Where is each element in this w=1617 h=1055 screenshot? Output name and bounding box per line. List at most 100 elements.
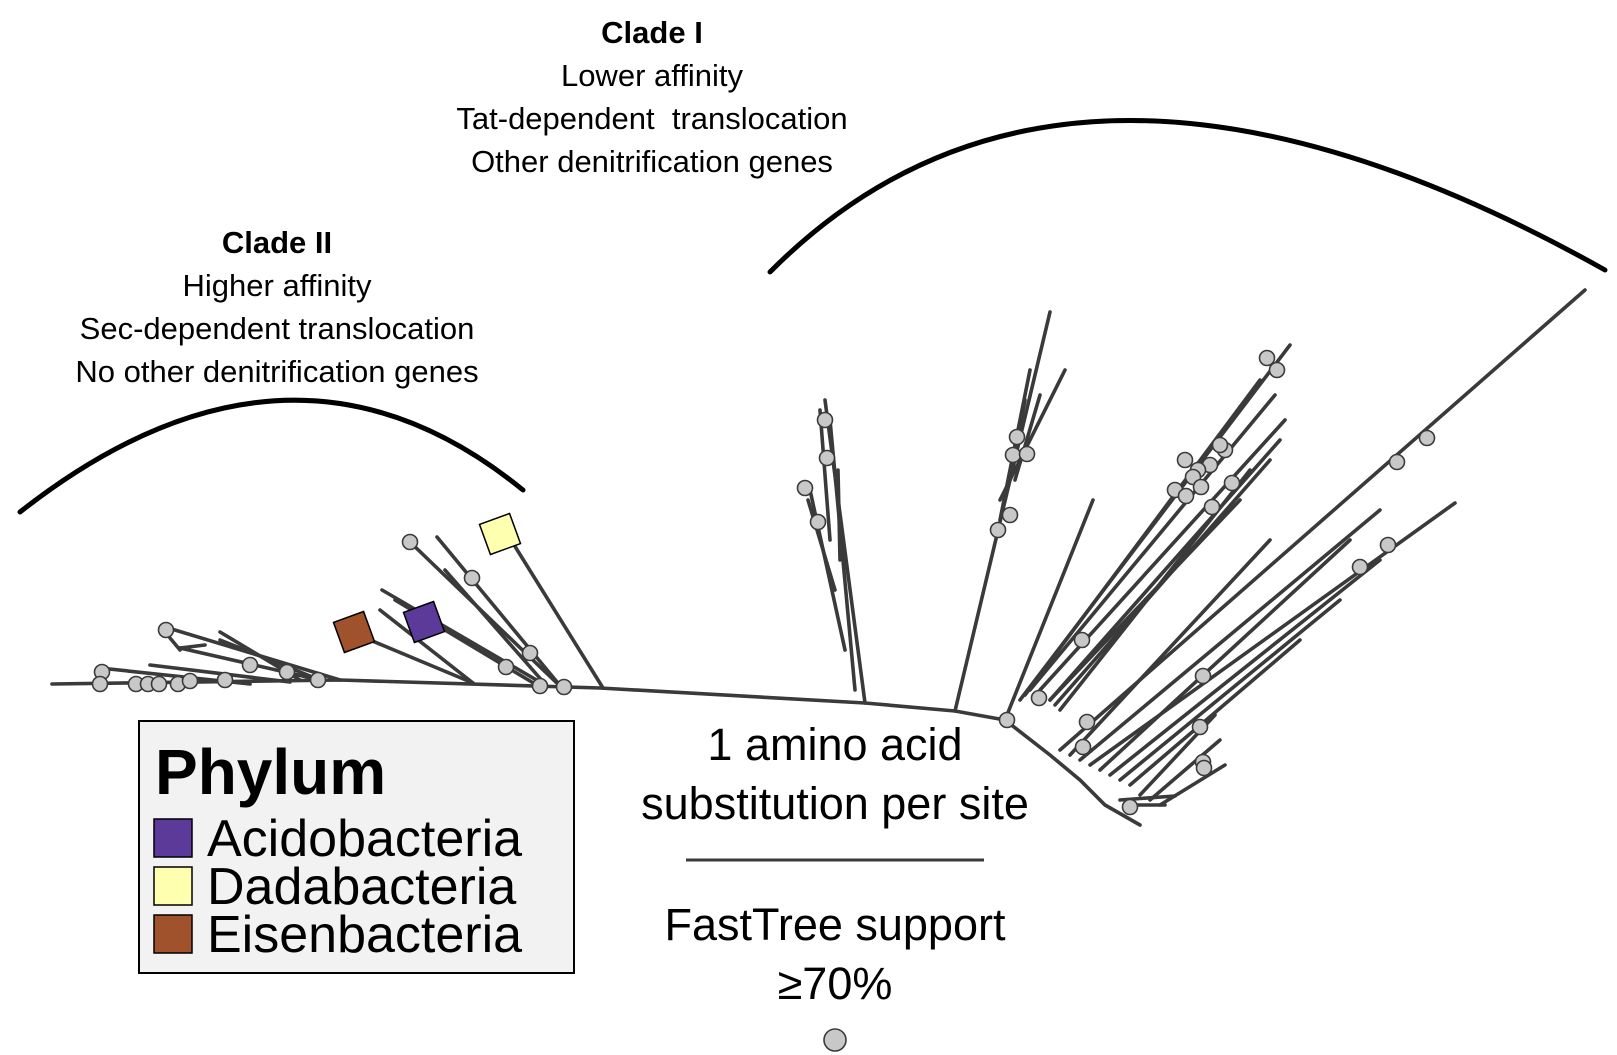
support-node <box>531 677 549 695</box>
tree-branch <box>1118 598 1342 782</box>
support-node <box>1211 436 1229 454</box>
clade-2-arc <box>17 397 526 515</box>
clade-2-line-2: Sec-dependent translocation <box>80 311 475 346</box>
support-node <box>1191 718 1209 736</box>
tree-branch <box>836 468 842 562</box>
support-node <box>309 671 327 689</box>
support-node <box>1258 349 1276 367</box>
support-legend: FastTree support ≥70% <box>665 899 1006 1052</box>
legend-label-acidobacteria: Acidobacteria <box>207 810 522 868</box>
legend-label-dadabacteria: Dadabacteria <box>207 858 516 916</box>
support-node <box>989 521 1007 539</box>
tree-branch <box>443 568 547 686</box>
support-node <box>1268 361 1286 379</box>
tree-branch <box>1048 498 1242 702</box>
tree-branch <box>1148 738 1222 802</box>
scale-label-line-1: 1 amino acid <box>707 719 962 770</box>
tree-branch <box>380 588 547 687</box>
support-node <box>1121 798 1139 816</box>
support-legend-node <box>823 1028 847 1052</box>
legend-swatch-eisenbacteria <box>153 914 193 954</box>
dadabacteria-marker <box>478 512 522 556</box>
support-node <box>1001 506 1019 524</box>
support-node <box>91 675 109 693</box>
support-node <box>818 449 836 467</box>
legend-box <box>138 720 575 974</box>
clade-1-line-2: Tat-dependent translocation <box>456 101 847 136</box>
tree-branch <box>806 498 837 592</box>
support-node <box>555 678 573 696</box>
tree-branch <box>218 638 322 682</box>
support-node <box>1194 667 1212 685</box>
support-node <box>1030 689 1048 707</box>
support-node <box>1379 536 1397 554</box>
clade-1-line-1: Lower affinity <box>561 58 744 93</box>
tree-branch <box>1098 538 1352 772</box>
scale-label-line-2: substitution per site <box>641 778 1029 829</box>
support-node <box>1192 478 1210 496</box>
tree-branch <box>368 638 475 685</box>
support-node <box>1388 453 1406 471</box>
support-node <box>1203 498 1221 516</box>
support-node <box>1177 487 1195 505</box>
eisenbacteria-marker <box>332 610 376 654</box>
tree-branch <box>1023 378 1262 697</box>
tree-branch <box>435 535 564 690</box>
clade-2-title: Clade II <box>222 225 332 260</box>
tree-branch <box>50 678 1007 722</box>
support-node <box>150 675 168 693</box>
tree-branch <box>178 643 207 650</box>
legend-label-eisenbacteria: Eisenbacteria <box>207 906 522 964</box>
support-node <box>1073 631 1091 649</box>
support-node <box>1018 445 1036 463</box>
clade-1-arc <box>767 118 1608 275</box>
tree-branch <box>1048 438 1282 702</box>
support-node <box>241 656 259 674</box>
support-node <box>816 411 834 429</box>
tree-branch <box>1088 501 1457 767</box>
support-node <box>796 479 814 497</box>
tree-branch <box>1003 498 1095 722</box>
tree-branch <box>509 538 605 690</box>
support-node <box>1176 451 1194 469</box>
scale-bar-group: 1 amino acid substitution per site <box>641 719 1029 862</box>
tree-branch <box>378 608 475 685</box>
support-node <box>181 672 199 690</box>
tree-branch <box>1158 763 1227 807</box>
tree-branch <box>1003 718 1142 827</box>
support-node <box>809 513 827 531</box>
tree-branch <box>828 418 857 692</box>
support-node <box>1008 428 1026 446</box>
clade-1-title: Clade I <box>601 15 703 50</box>
clade-2-line-3: No other denitrification genes <box>75 354 478 389</box>
support-node <box>157 621 175 639</box>
tree-branch <box>818 408 832 542</box>
clade-1-line-3: Other denitrification genes <box>471 144 833 179</box>
clade-2-annotation: Clade II Higher affinity Sec-dependent t… <box>75 225 478 389</box>
acidobacteria-marker <box>402 600 446 644</box>
legend-title: Phylum <box>155 736 386 808</box>
tree-branch <box>1068 538 1272 757</box>
support-node <box>1078 713 1096 731</box>
tree-branch <box>1128 638 1302 787</box>
support-node <box>1223 474 1241 492</box>
tree-branch <box>1028 393 1277 692</box>
support-node <box>521 644 539 662</box>
tree-branch <box>1108 558 1382 777</box>
support-node <box>463 569 481 587</box>
tree-branch <box>1013 393 1042 482</box>
clade-2-line-1: Higher affinity <box>183 268 372 303</box>
support-node <box>216 671 234 689</box>
legend-swatch-dadabacteria <box>153 866 193 906</box>
support-node <box>278 663 296 681</box>
support-node <box>1074 738 1092 756</box>
clade-1-annotation: Clade I Lower affinity Tat-dependent tra… <box>456 15 847 179</box>
support-node <box>1351 558 1369 576</box>
support-nodes <box>91 349 1436 816</box>
tree-branch <box>1078 508 1382 762</box>
support-node <box>998 711 1016 729</box>
legend: Phylum Acidobacteria Dadabacteria Eisenb… <box>138 720 575 974</box>
legend-swatch-acidobacteria <box>153 818 193 858</box>
support-node <box>497 658 515 676</box>
